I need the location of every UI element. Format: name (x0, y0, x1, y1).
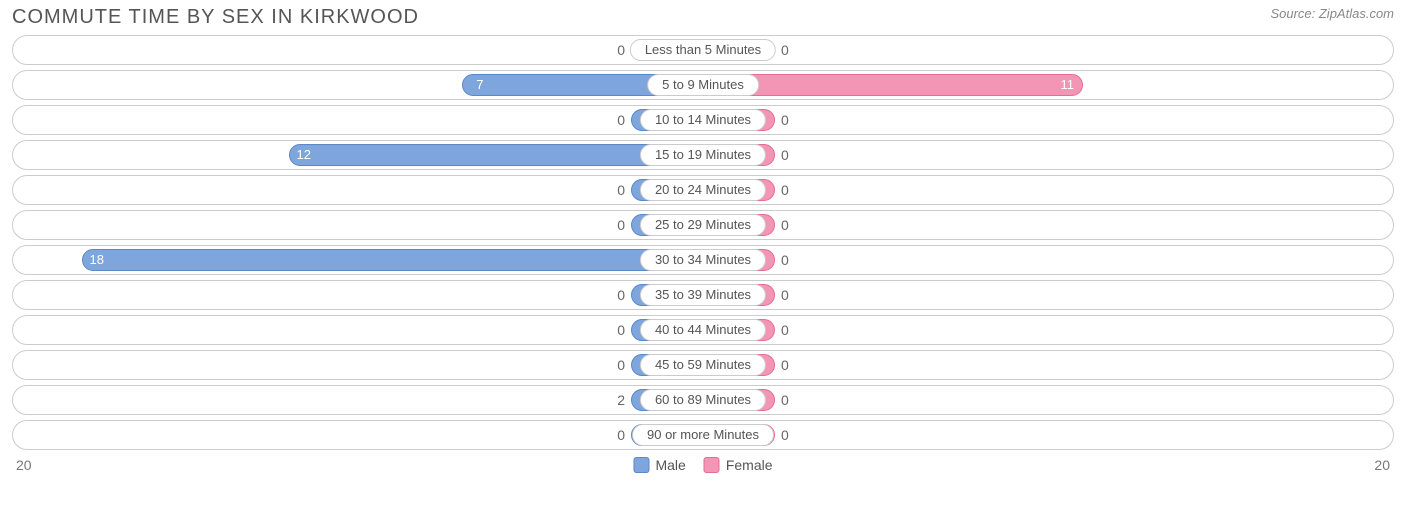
value-label-female: 0 (781, 351, 789, 379)
chart-row: 0 0 40 to 44 Minutes (12, 315, 1394, 345)
legend-swatch-icon (704, 457, 720, 473)
chart-footer: 20 Male Female 20 (0, 455, 1406, 485)
axis-max-left: 20 (16, 457, 32, 473)
bar-female (703, 74, 1083, 96)
chart-row: 0 0Less than 5 Minutes (12, 35, 1394, 65)
category-label: 25 to 29 Minutes (640, 214, 766, 236)
value-label-male: 12 (297, 141, 311, 169)
category-label: 5 to 9 Minutes (647, 74, 759, 96)
category-label: 20 to 24 Minutes (640, 179, 766, 201)
value-label-female: 0 (781, 176, 789, 204)
chart-row: 0 0 20 to 24 Minutes (12, 175, 1394, 205)
value-label-female: 0 (781, 386, 789, 414)
value-label-female: 0 (781, 316, 789, 344)
chart-row: 18 0 30 to 34 Minutes (12, 245, 1394, 275)
chart-body: 00Less than 5 Minutes7115 to 9 Minutes00… (0, 33, 1406, 450)
legend-item-male: Male (633, 457, 685, 473)
chart-row: 0 0 25 to 29 Minutes (12, 210, 1394, 240)
value-label-male: 0 (617, 281, 625, 309)
chart-title: COMMUTE TIME BY SEX IN KIRKWOOD (12, 6, 419, 29)
chart-row: 2 0 60 to 89 Minutes (12, 385, 1394, 415)
chart-row: 0 0 90 or more Minutes (12, 420, 1394, 450)
legend-label: Male (655, 457, 685, 473)
category-label: 90 or more Minutes (632, 424, 774, 446)
value-label-male: 0 (617, 421, 625, 449)
value-label-male: 7 (476, 71, 483, 99)
value-label-female: 0 (781, 36, 789, 64)
value-label-male: 0 (617, 176, 625, 204)
category-label: 60 to 89 Minutes (640, 389, 766, 411)
value-label-male: 0 (617, 211, 625, 239)
chart-row: 12 0 15 to 19 Minutes (12, 140, 1394, 170)
chart-source: Source: ZipAtlas.com (1270, 6, 1394, 21)
value-label-female: 0 (781, 141, 789, 169)
category-label: 30 to 34 Minutes (640, 249, 766, 271)
value-label-male: 18 (90, 246, 104, 274)
value-label-female: 0 (781, 281, 789, 309)
value-label-male: 0 (617, 316, 625, 344)
value-label-male: 0 (617, 36, 625, 64)
category-label: 10 to 14 Minutes (640, 109, 766, 131)
chart-row: 7 11 5 to 9 Minutes (12, 70, 1394, 100)
value-label-male: 2 (617, 386, 625, 414)
legend-swatch-icon (633, 457, 649, 473)
value-label-male: 0 (617, 351, 625, 379)
value-label-female: 11 (1061, 71, 1075, 99)
value-label-male: 0 (617, 106, 625, 134)
legend-label: Female (726, 457, 773, 473)
category-label: 40 to 44 Minutes (640, 319, 766, 341)
category-label: 45 to 59 Minutes (640, 354, 766, 376)
value-label-female: 0 (781, 246, 789, 274)
bar-male (82, 249, 703, 271)
chart-row: 0 0 10 to 14 Minutes (12, 105, 1394, 135)
category-label: Less than 5 Minutes (630, 39, 776, 61)
value-label-female: 0 (781, 106, 789, 134)
value-label-female: 0 (781, 211, 789, 239)
chart-row: 0 0 45 to 59 Minutes (12, 350, 1394, 380)
value-label-female: 0 (781, 421, 789, 449)
legend: Male Female (633, 457, 772, 473)
legend-item-female: Female (704, 457, 773, 473)
chart-row: 0 0 35 to 39 Minutes (12, 280, 1394, 310)
category-label: 35 to 39 Minutes (640, 284, 766, 306)
axis-max-right: 20 (1374, 457, 1390, 473)
category-label: 15 to 19 Minutes (640, 144, 766, 166)
chart-header: COMMUTE TIME BY SEX IN KIRKWOOD Source: … (0, 0, 1406, 33)
